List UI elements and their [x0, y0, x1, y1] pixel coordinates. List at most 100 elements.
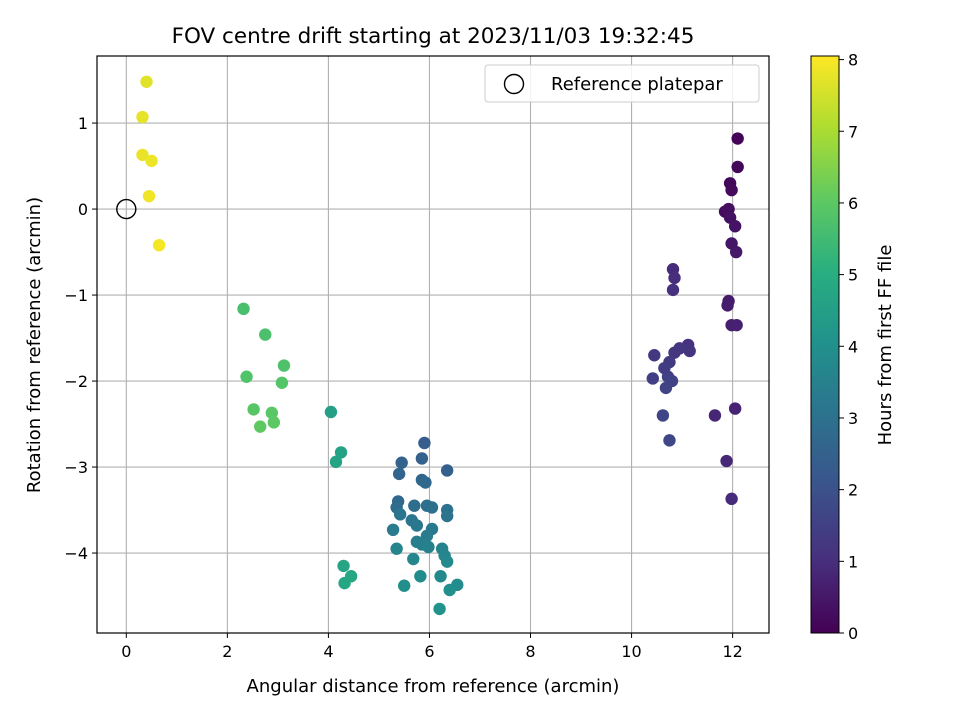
colorbar: 0 1 2 3 4 5 6 7 8 Hours from first FF file: [810, 51, 896, 643]
data-point: [668, 271, 681, 285]
data-point: [708, 409, 722, 422]
data-point: [267, 416, 281, 429]
colorbar-tick-label: 0: [848, 624, 858, 643]
data-point: [418, 436, 431, 450]
legend-box: [484, 64, 760, 103]
data-point: [414, 570, 427, 583]
colorbar-tick-label: 2: [848, 481, 858, 500]
data-point: [683, 344, 696, 358]
x-tick-label: 4: [323, 642, 333, 661]
data-point: [240, 370, 253, 383]
data-point: [440, 464, 454, 477]
colorbar-tick-label: 6: [848, 194, 858, 213]
data-point: [395, 456, 408, 469]
data-point: [136, 110, 149, 124]
x-tick-label: 12: [722, 642, 742, 661]
data-point: [392, 467, 406, 481]
data-point: [659, 381, 673, 395]
colorbar-tick-label: 8: [848, 51, 858, 70]
x-tick-label: 8: [525, 642, 535, 661]
data-point: [440, 509, 454, 523]
data-point: [425, 501, 439, 514]
plot-frame: [96, 55, 770, 634]
data-point: [247, 403, 260, 416]
grid: [97, 56, 769, 633]
data-point: [721, 299, 734, 312]
data-points: [116, 75, 744, 616]
data-point: [338, 576, 351, 590]
y-tick-label: −4: [64, 544, 88, 563]
colorbar-ticks: 0 1 2 3 4 5 6 7 8: [839, 51, 858, 643]
x-tick-label: 6: [424, 642, 434, 661]
data-point: [725, 492, 738, 506]
data-point: [386, 523, 400, 537]
data-point: [656, 409, 670, 422]
data-point: [140, 75, 153, 88]
x-tick-label: 10: [621, 642, 641, 661]
data-point: [410, 519, 424, 532]
colorbar-gradient: [810, 55, 840, 634]
reference-platepar-marker: [116, 198, 137, 220]
data-point: [136, 148, 149, 162]
data-point: [408, 499, 421, 512]
y-axis: 1 0 −1 −2 −3 −4: [64, 114, 97, 563]
data-point: [728, 220, 742, 233]
data-point: [142, 189, 156, 203]
legend: Reference platepar: [484, 64, 760, 103]
data-point: [259, 328, 272, 341]
data-point: [275, 376, 289, 389]
y-axis-label: Rotation from reference (arcmin): [24, 197, 45, 493]
x-axis: 0 2 4 6 8 10 12: [121, 633, 743, 661]
data-point: [334, 446, 348, 459]
data-point: [720, 454, 733, 468]
chart-title: FOV centre drift starting at 2023/11/03 …: [172, 24, 695, 49]
colorbar-label: Hours from first FF file: [875, 245, 896, 446]
data-point: [324, 405, 338, 419]
legend-label-reference: Reference platepar: [551, 74, 723, 95]
data-point: [434, 570, 447, 583]
data-point: [415, 452, 429, 465]
x-tick-label: 2: [222, 642, 232, 661]
data-point: [337, 559, 350, 573]
data-point: [329, 455, 343, 469]
data-point: [254, 420, 267, 433]
data-point: [390, 542, 403, 555]
y-tick-label: −2: [64, 372, 88, 391]
data-point: [145, 154, 158, 168]
data-point: [646, 372, 659, 385]
data-point: [419, 476, 432, 489]
data-point: [730, 318, 743, 332]
data-point: [725, 183, 738, 197]
data-point: [668, 346, 681, 359]
data-point: [433, 602, 446, 616]
colorbar-tick-label: 4: [848, 337, 858, 356]
colorbar-tick-label: 7: [848, 122, 858, 141]
data-point: [393, 508, 407, 521]
data-point: [443, 583, 456, 597]
colorbar-tick-label: 5: [848, 266, 858, 285]
data-point: [729, 245, 743, 259]
data-point: [728, 402, 742, 415]
x-axis-label: Angular distance from reference (arcmin): [247, 676, 620, 697]
colorbar-tick-label: 1: [848, 552, 858, 571]
data-point: [237, 302, 250, 316]
data-point: [731, 160, 744, 174]
y-tick-label: 0: [78, 200, 88, 219]
legend-reference-marker: [503, 73, 525, 95]
data-point: [398, 579, 411, 592]
y-tick-label: 1: [78, 114, 88, 133]
data-point: [277, 359, 291, 372]
data-point: [152, 238, 166, 252]
data-point: [663, 434, 676, 447]
y-tick-label: −3: [64, 458, 88, 477]
data-point: [731, 132, 744, 145]
data-point: [422, 540, 435, 554]
data-point: [265, 406, 279, 420]
y-tick-label: −1: [64, 286, 88, 305]
data-point: [648, 349, 661, 362]
data-point: [407, 552, 420, 566]
data-point: [440, 555, 454, 568]
x-tick-label: 0: [121, 642, 131, 661]
colorbar-tick-label: 3: [848, 409, 858, 428]
